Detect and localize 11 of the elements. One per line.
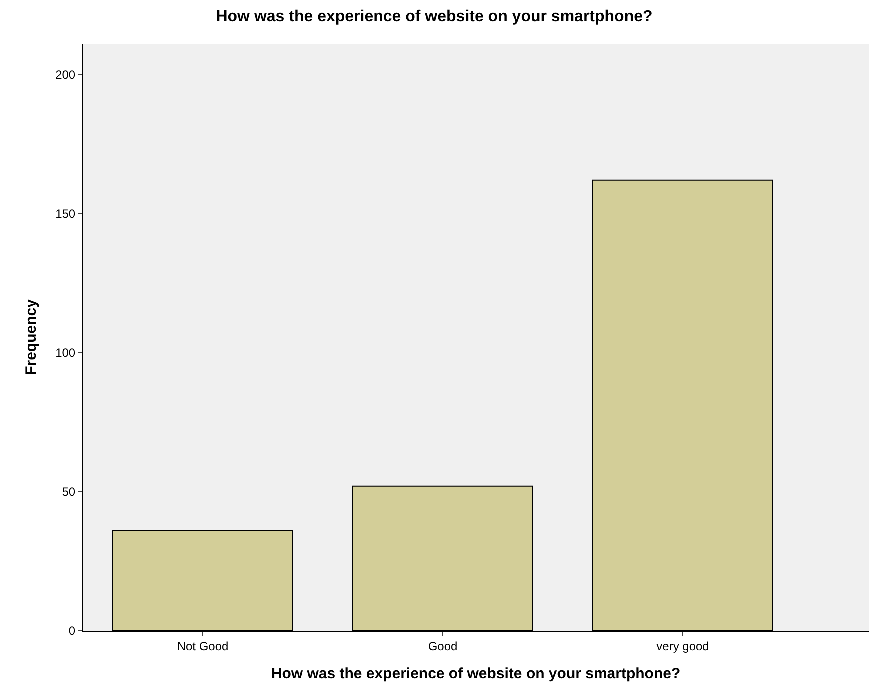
x-tick-label: Good	[428, 639, 458, 654]
y-tick-label: 50	[62, 485, 76, 500]
y-tick-label: 200	[56, 68, 76, 82]
x-tick-label: Not Good	[177, 639, 229, 654]
x-axis-title: How was the experience of website on your smartphone?	[271, 665, 681, 682]
y-tick-label: 150	[56, 206, 76, 221]
y-tick-label: 100	[56, 346, 76, 360]
chart-title: How was the experience of website on your smartphone?	[216, 8, 653, 26]
y-tick-label: 0	[68, 624, 76, 638]
x-tick-label: very good	[656, 639, 710, 654]
y-axis-title: Frequency	[22, 298, 40, 376]
